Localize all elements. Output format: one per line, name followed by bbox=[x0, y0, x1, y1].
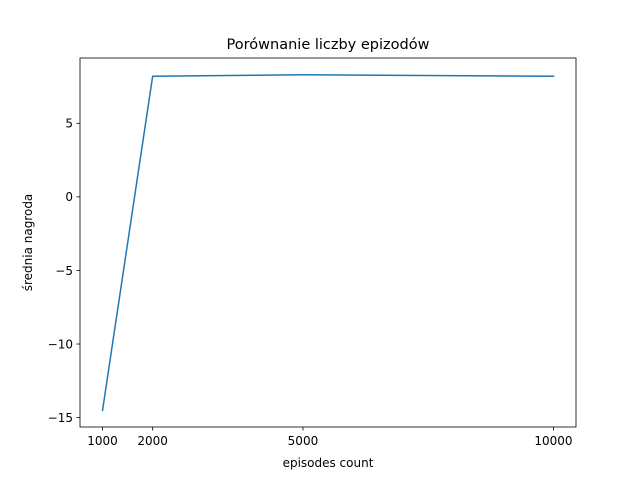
x-tick-label: 1000 bbox=[87, 434, 118, 448]
plot-area-frame bbox=[79, 57, 577, 428]
y-axis-label: średnia nagroda bbox=[21, 194, 35, 292]
x-axis-label: episodes count bbox=[283, 456, 374, 470]
x-tick-label: 10000 bbox=[534, 434, 572, 448]
y-tick-label: −5 bbox=[55, 264, 73, 278]
y-tick-label: −10 bbox=[48, 337, 73, 351]
y-tick-label: 0 bbox=[65, 190, 73, 204]
x-axis-ticks: 1000 2000 5000 10000 bbox=[87, 427, 573, 448]
series-layer bbox=[101, 74, 555, 412]
y-tick-label: −15 bbox=[48, 411, 73, 425]
series-line bbox=[101, 74, 555, 412]
x-tick-label: 5000 bbox=[288, 434, 319, 448]
x-tick-label: 2000 bbox=[137, 434, 168, 448]
y-tick-label: 5 bbox=[65, 117, 73, 131]
chart-title: Porównanie liczby epizodów bbox=[227, 37, 430, 53]
y-axis-ticks: −15 −10 −5 0 5 bbox=[48, 117, 80, 425]
